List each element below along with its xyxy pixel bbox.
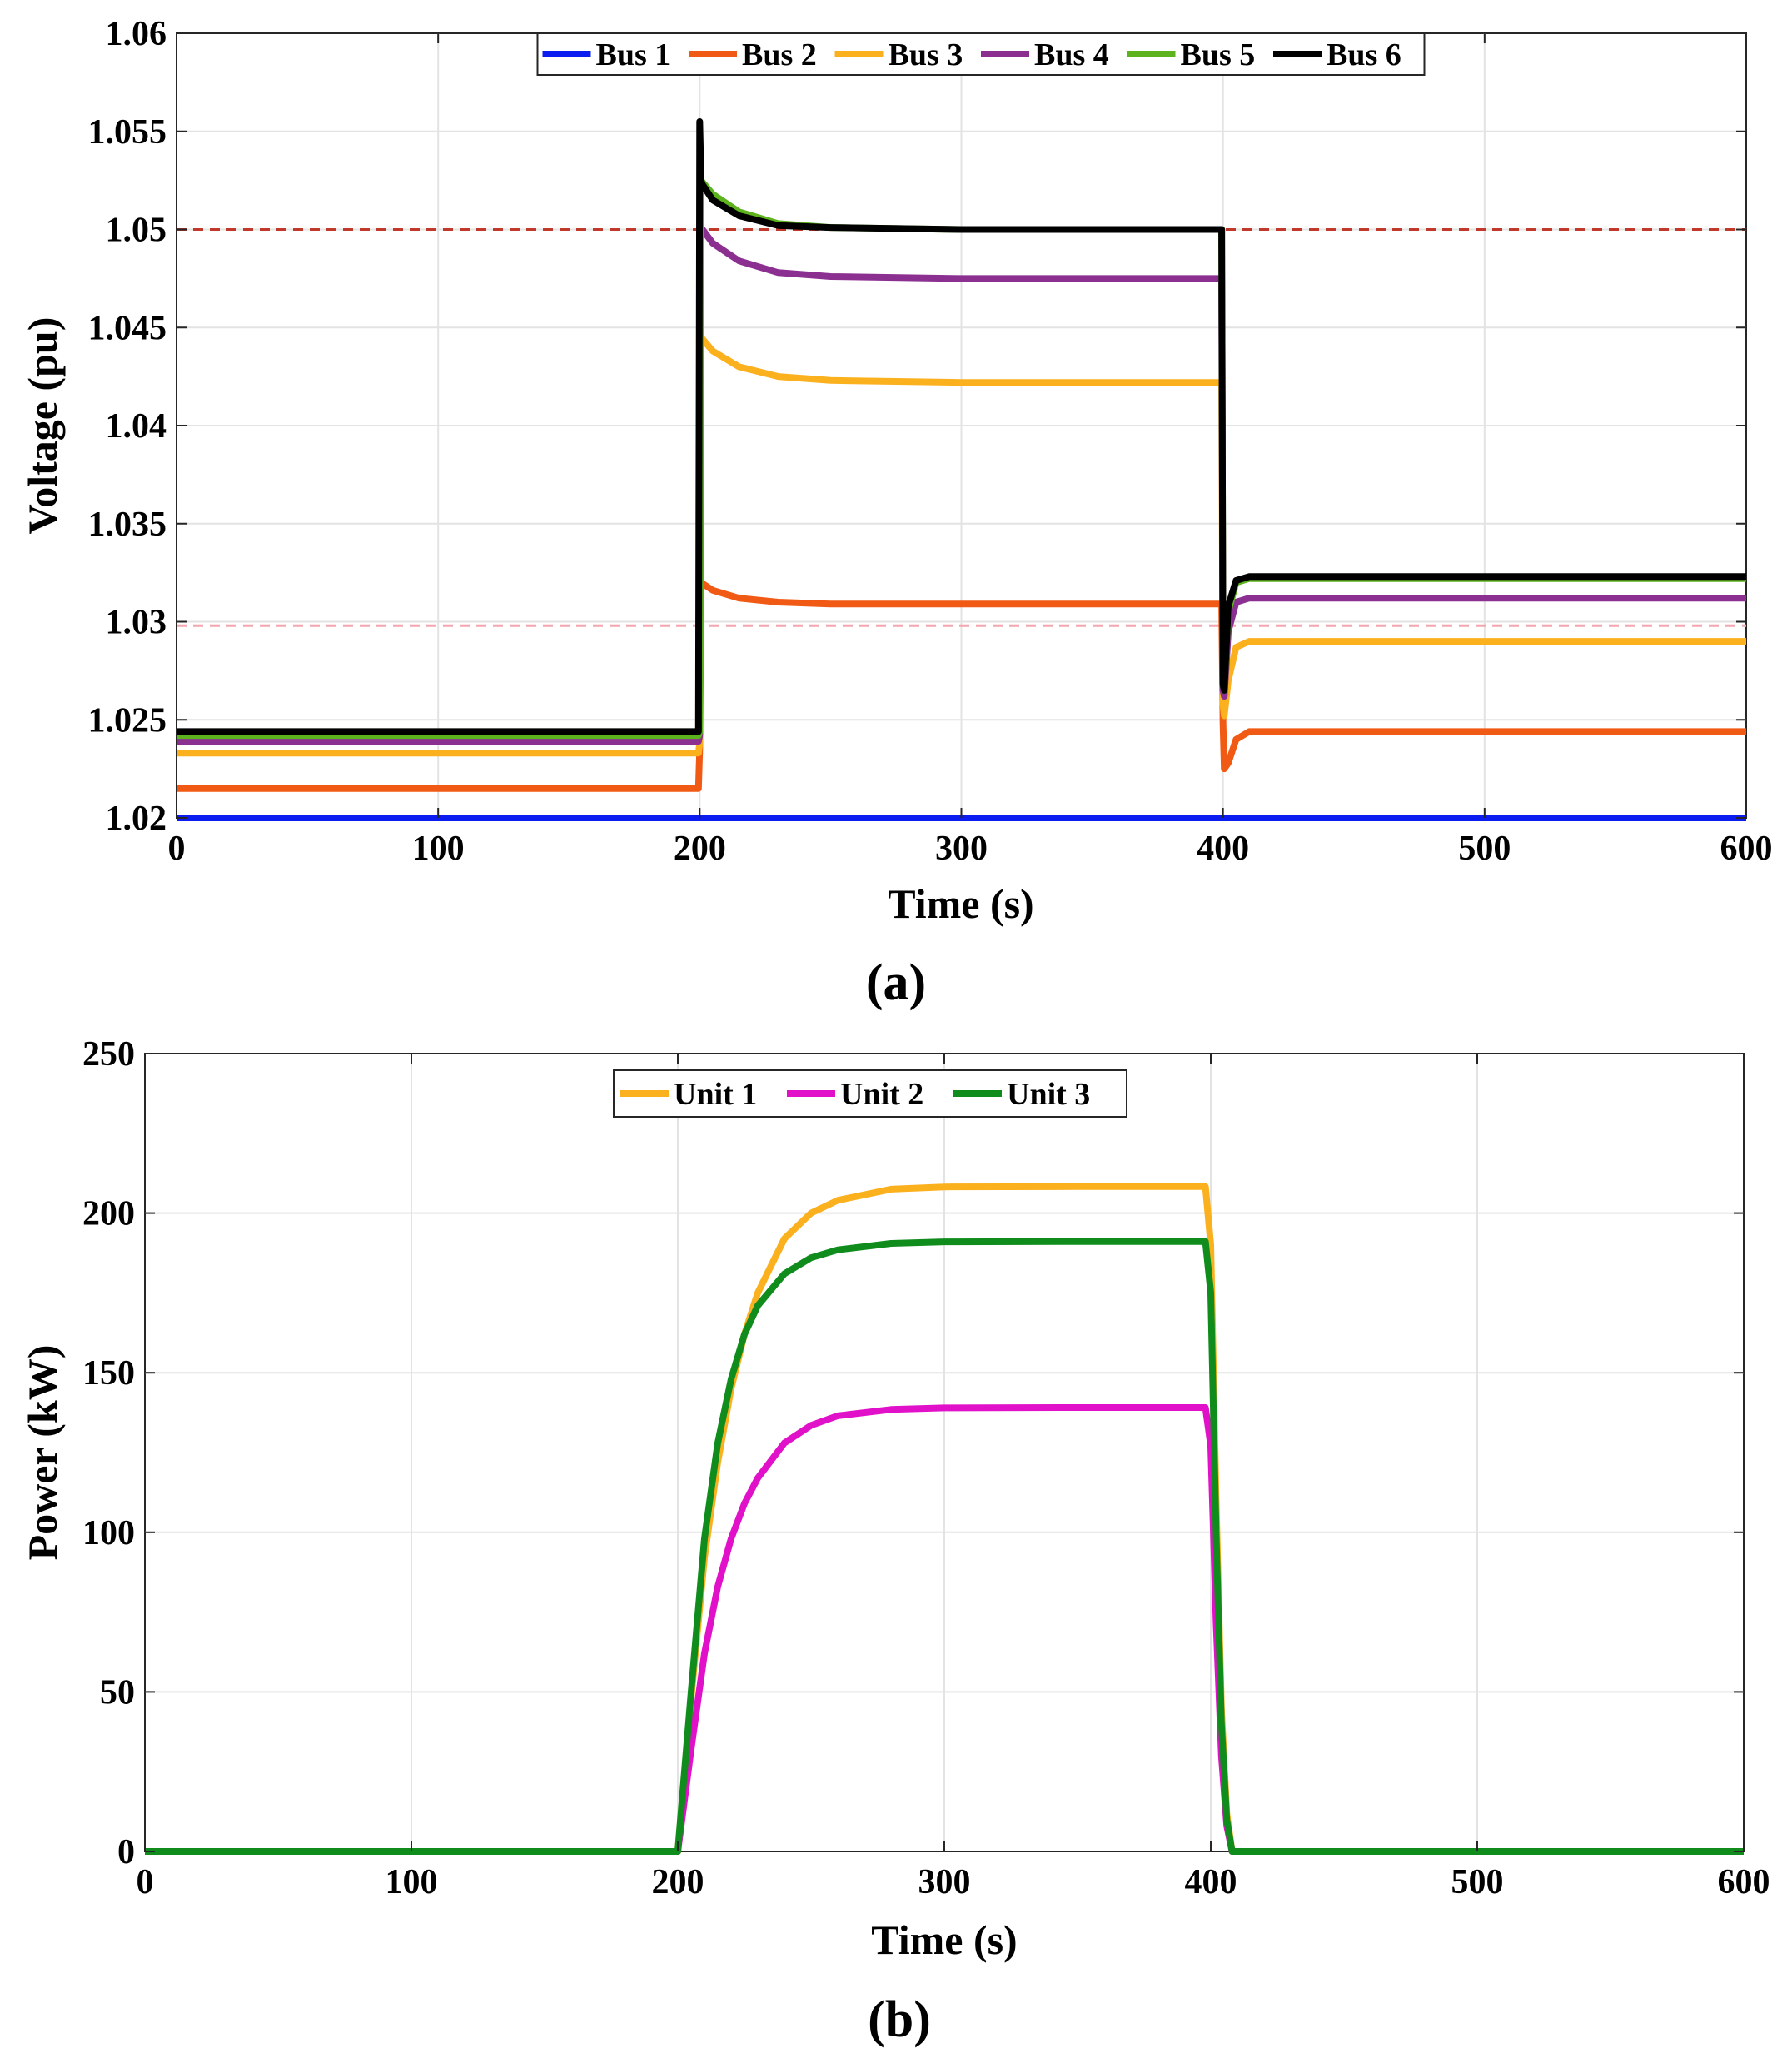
voltage-x-tick-label: 200 xyxy=(674,830,726,868)
voltage-legend-label-bus-5: Bus 5 xyxy=(1181,37,1256,72)
voltage-x-tick-label: 0 xyxy=(168,830,186,868)
voltage-y-tick-label: 1.03 xyxy=(106,604,167,642)
voltage-x-axis-title: Time (s) xyxy=(888,880,1033,927)
power-y-tick-label: 150 xyxy=(82,1354,135,1393)
voltage-legend-label-bus-1: Bus 1 xyxy=(596,37,671,72)
power-y-tick-label: 0 xyxy=(117,1833,135,1871)
power-x-tick-label: 100 xyxy=(386,1863,438,1901)
voltage-y-tick-label: 1.035 xyxy=(88,506,167,544)
voltage-legend-label-bus-4: Bus 4 xyxy=(1034,37,1109,72)
voltage-y-axis-title: Voltage (pu) xyxy=(19,317,66,535)
power-x-tick-label: 0 xyxy=(137,1863,154,1901)
power-x-tick-label: 500 xyxy=(1451,1863,1504,1901)
voltage-y-tick-label: 1.06 xyxy=(106,15,167,53)
voltage-y-tick-label: 1.055 xyxy=(88,113,167,152)
power-y-tick-label: 250 xyxy=(82,1035,135,1074)
power-x-axis-title: Time (s) xyxy=(871,1916,1017,1963)
voltage-legend-label-bus-3: Bus 3 xyxy=(889,37,963,72)
power-chart: 0 100 200 300 400 500 600 0 50 100 150 200 250 Time … xyxy=(19,1035,1770,2048)
power-legend-box xyxy=(613,1069,1127,1118)
voltage-x-tick-label: 400 xyxy=(1197,830,1249,868)
voltage-chart: 0 100 200 300 400 500 600 1.02 1.025 1.03 1.035 1.0… xyxy=(19,15,1773,1011)
voltage-x-tick-label: 300 xyxy=(935,830,988,868)
power-x-tick-label: 600 xyxy=(1718,1863,1770,1901)
power-x-tick-label: 400 xyxy=(1185,1863,1237,1901)
power-legend-label-unit-2: Unit 2 xyxy=(840,1077,923,1112)
voltage-y-tick-label: 1.05 xyxy=(106,212,167,250)
voltage-y-tick-label: 1.045 xyxy=(88,309,167,347)
voltage-series-bus-6 xyxy=(177,118,1746,735)
panel-label-b: (b) xyxy=(868,1991,931,2048)
power-legend-label-unit-1: Unit 1 xyxy=(674,1077,757,1112)
power-y-tick-label: 50 xyxy=(100,1673,135,1712)
voltage-x-tick-label: 500 xyxy=(1458,830,1511,868)
voltage-x-tick-label: 100 xyxy=(412,830,465,868)
power-x-tick-label: 300 xyxy=(918,1863,971,1901)
voltage-x-tick-label: 600 xyxy=(1720,830,1773,868)
power-legend-label-unit-3: Unit 3 xyxy=(1007,1077,1090,1112)
power-y-tick-label: 100 xyxy=(82,1514,135,1552)
voltage-legend-label-bus-6: Bus 6 xyxy=(1327,37,1401,72)
power-x-tick-label: 200 xyxy=(652,1863,704,1901)
voltage-legend-label-bus-2: Bus 2 xyxy=(742,37,817,72)
power-series-unit-3 xyxy=(145,1238,1744,1855)
power-y-axis-title: Power (kW) xyxy=(19,1345,66,1561)
voltage-y-tick-label: 1.025 xyxy=(88,701,167,740)
voltage-y-tick-label: 1.02 xyxy=(106,800,167,838)
power-y-tick-label: 200 xyxy=(82,1195,135,1233)
voltage-legend: Bus 1 Bus 2 Bus 3 Bus 4 Bus 5 Bus 6 xyxy=(536,32,1426,76)
power-legend: Unit 1 Unit 2 Unit 3 xyxy=(613,1069,1127,1118)
voltage-y-tick-label: 1.04 xyxy=(106,407,167,446)
panel-label-a: (a) xyxy=(866,954,926,1011)
